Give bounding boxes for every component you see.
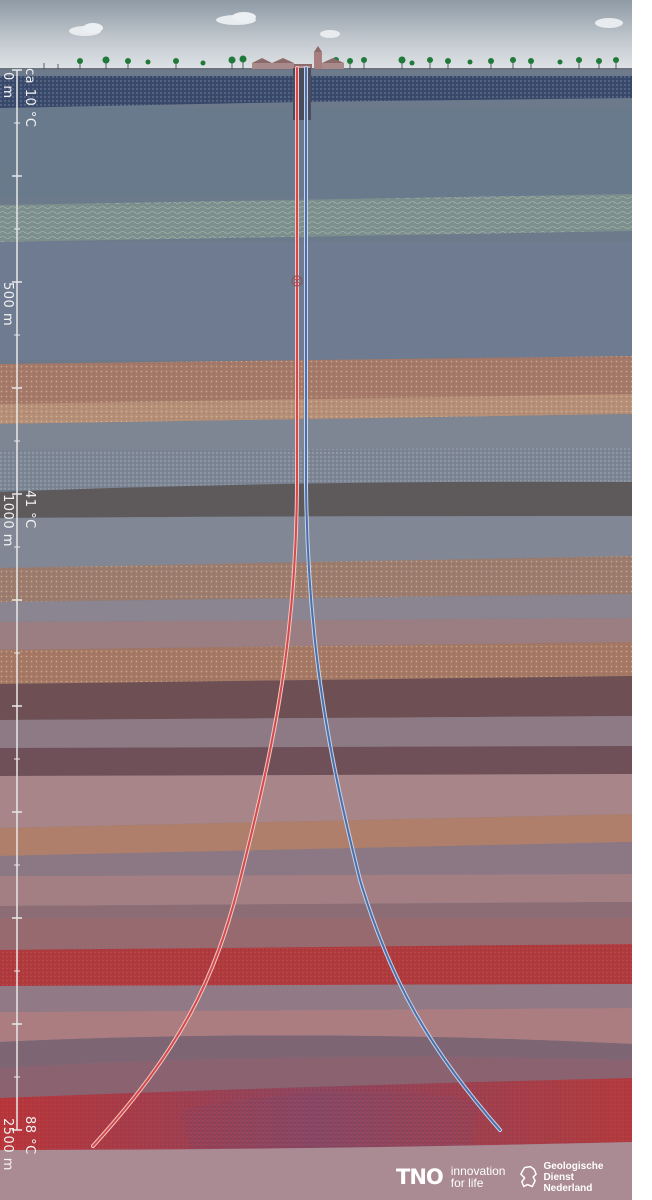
- tree-icon: [77, 55, 619, 66]
- tno-logo: TNO: [396, 1165, 444, 1189]
- pump-icon: [291, 275, 303, 287]
- depth-label-0m: 0 m: [0, 72, 15, 99]
- temperature-label-1000m: 41 °C: [22, 490, 37, 529]
- tno-tagline-line-1: innovation: [450, 1164, 506, 1178]
- church-tower-icon: [314, 46, 322, 69]
- logo-bar: TNO innovation for life Geologische Dien…: [396, 1160, 632, 1194]
- temperature-label-2500m: 88 °C: [22, 1116, 37, 1155]
- surface-landscape: [0, 46, 632, 71]
- cloud-icon: [595, 18, 623, 28]
- depth-label-1000m: 1000 m: [0, 494, 15, 547]
- gdn-logo: Geologische Dienst Nederland: [519, 1161, 632, 1194]
- tno-tagline-line-2: for life: [450, 1176, 484, 1190]
- temperature-label-surface: ca 10 °C: [22, 68, 37, 128]
- gdn-line-2: Nederland: [543, 1182, 593, 1194]
- gdn-line-1: Geologische Dienst: [543, 1160, 604, 1183]
- depth-label-2500m: 2500 m: [0, 1118, 15, 1171]
- injection-well: [304, 66, 502, 1132]
- cloud-icon: [320, 30, 340, 38]
- tno-tagline: innovation for life: [451, 1165, 506, 1189]
- geothermal-plant-icon: [294, 64, 312, 69]
- depth-label-500m: 500 m: [0, 282, 15, 327]
- netherlands-map-icon: [520, 1165, 538, 1188]
- depth-scale: [12, 69, 22, 1131]
- houses-icon: [252, 58, 344, 69]
- production-well: [91, 66, 299, 1148]
